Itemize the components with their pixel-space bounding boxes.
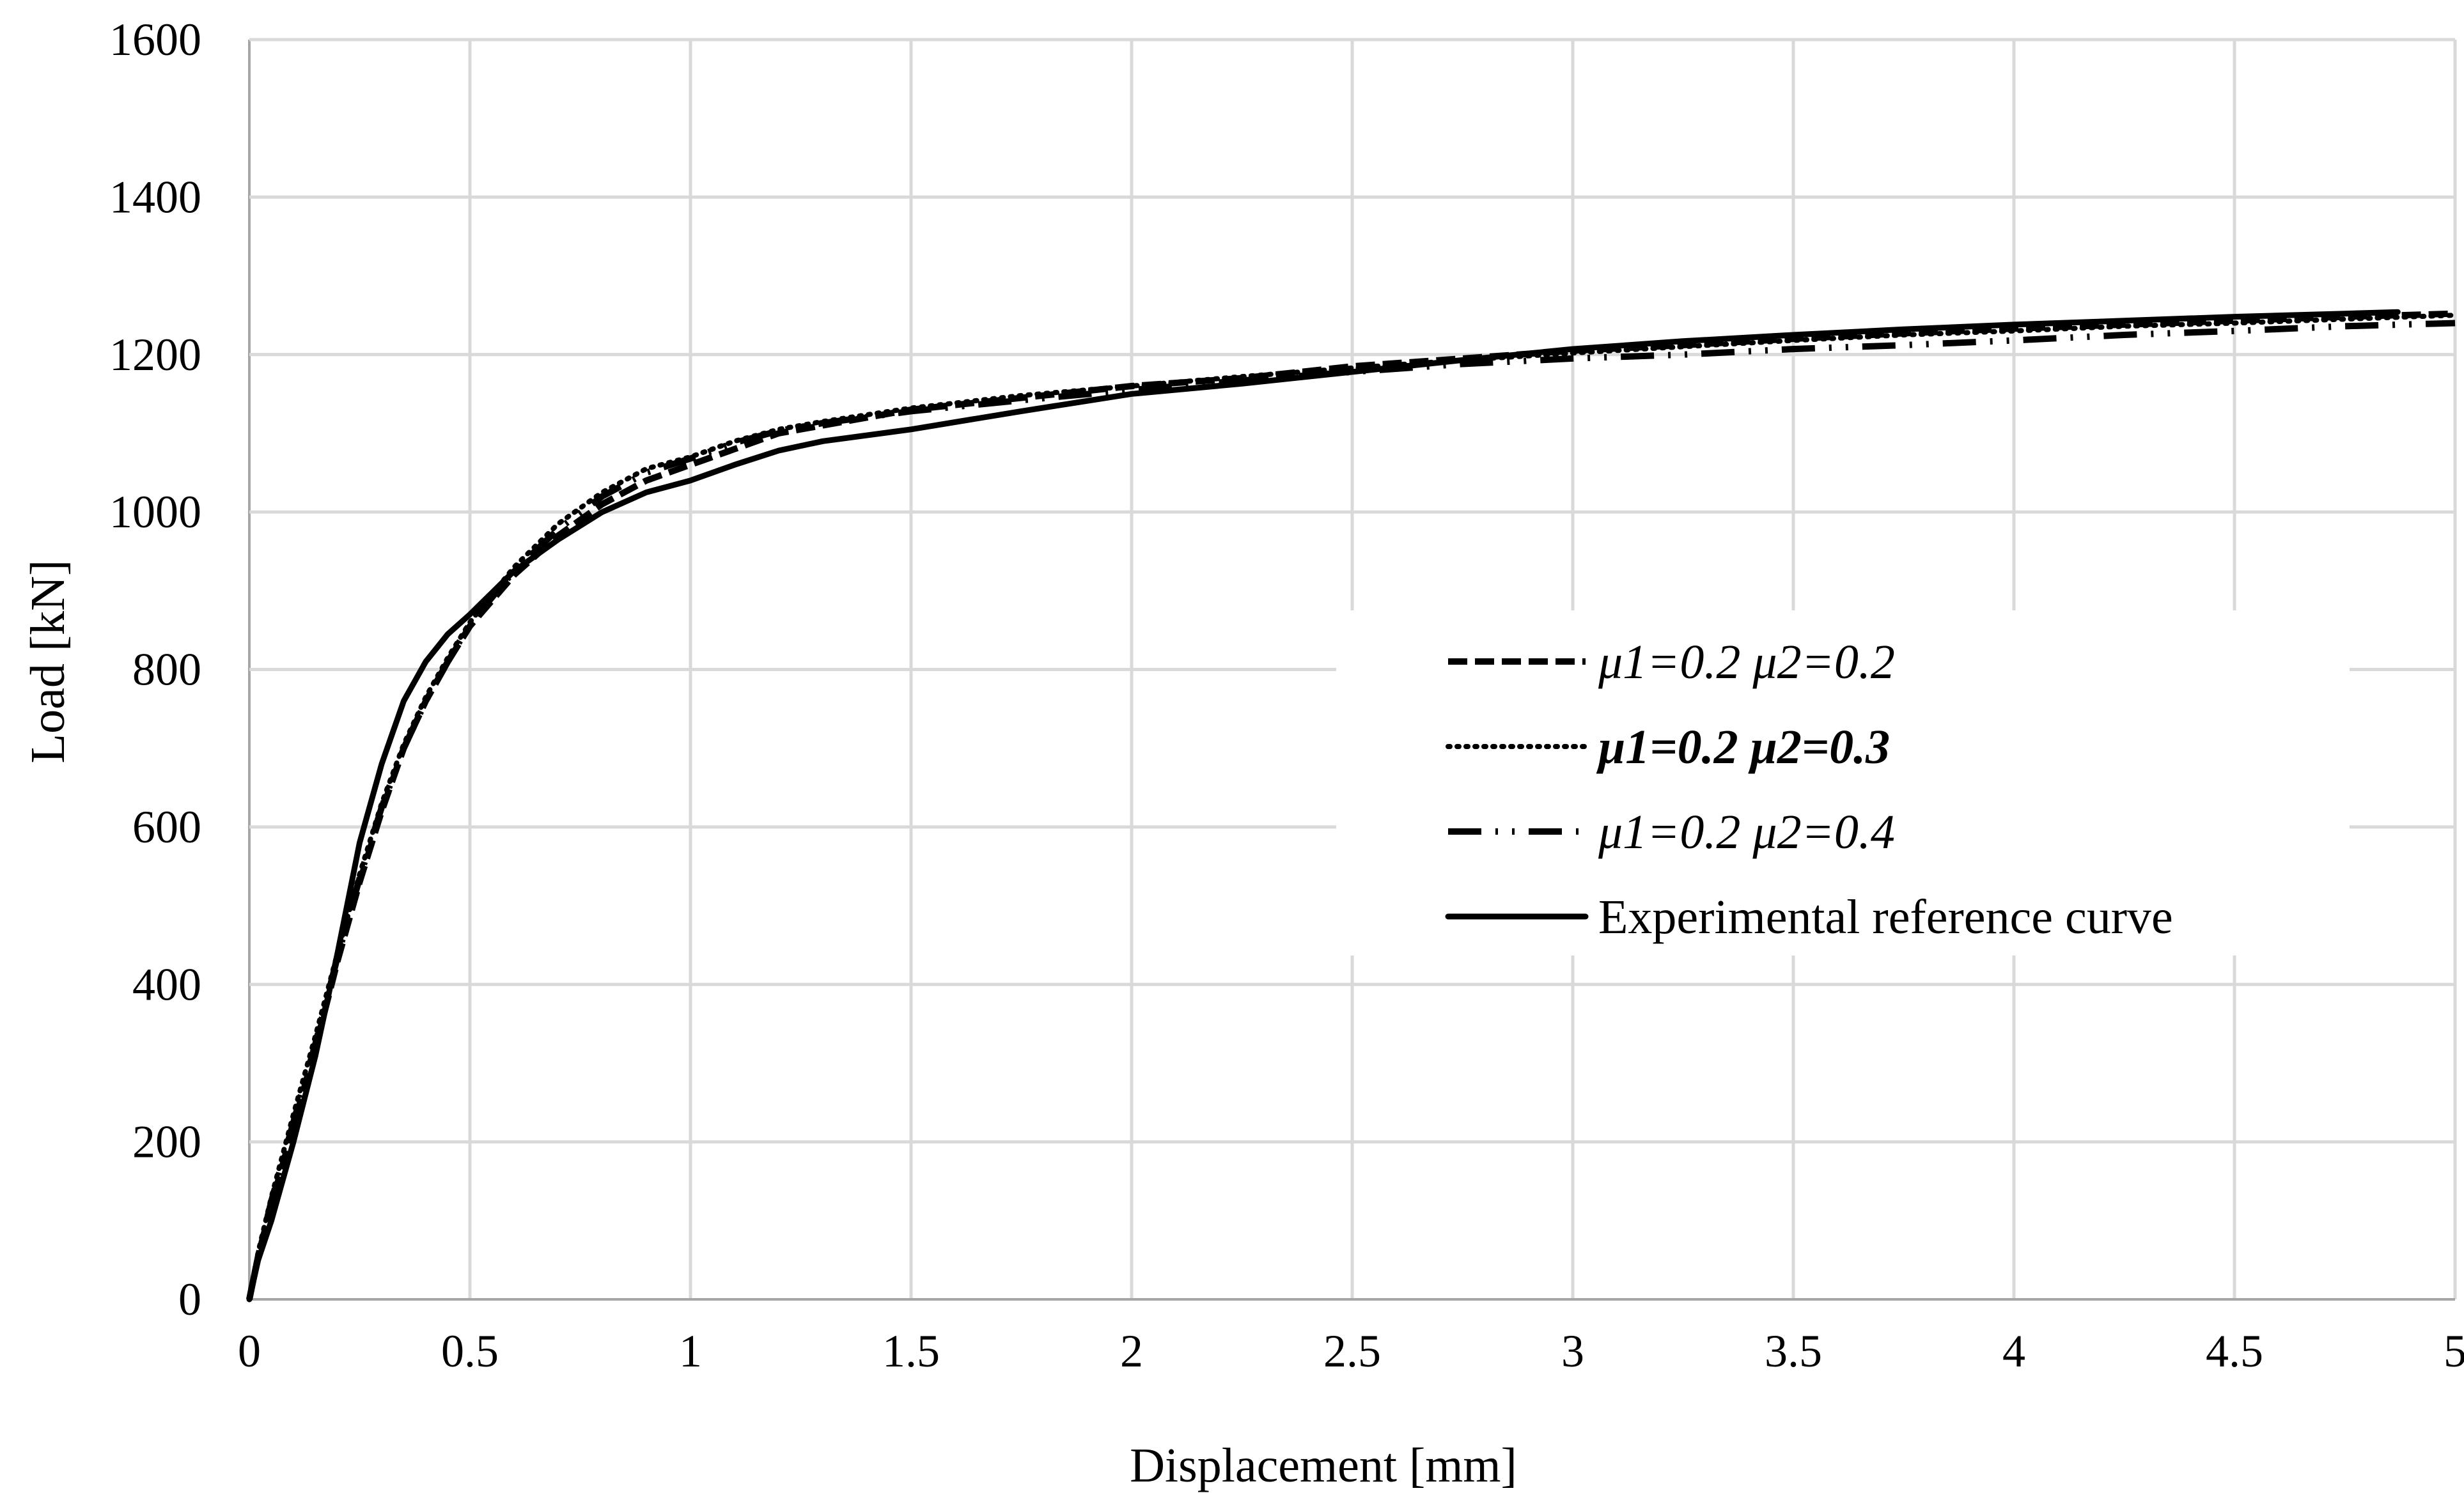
x-axis-title: Displacement [mm] (1130, 1439, 1517, 1492)
legend-label-3: μ1=0.2 μ2=0.4 (1598, 805, 1895, 859)
tick-labels: 0 0.5 1 1.5 2 2.5 3 3.5 4 4.5 5 0 200 400 600 800 1000 12… (109, 14, 2464, 1377)
x-tick-label: 1.5 (882, 1326, 940, 1377)
x-tick-label: 5 (2444, 1326, 2464, 1377)
y-tick-label: 200 (132, 1117, 201, 1168)
legend: μ1=0.2 μ2=0.2 μ1=0.2 μ2=0.3 μ1=0.2 μ2=0.4 E… (1336, 610, 2350, 956)
y-tick-label: 1400 (109, 171, 201, 222)
y-axis-title: Load [kN] (21, 560, 75, 764)
x-tick-label: 4.5 (2206, 1326, 2263, 1377)
x-tick-label: 0.5 (441, 1326, 499, 1377)
series-line-3 (246, 320, 2456, 1300)
x-tick-label: 3 (1561, 1326, 1584, 1377)
x-tick-label: 2 (1120, 1326, 1143, 1377)
y-tick-label: 1000 (109, 486, 201, 538)
y-tick-label: 0 (178, 1274, 201, 1325)
legend-background (1336, 610, 2350, 956)
x-tick-label: 3.5 (1765, 1326, 1822, 1377)
y-tick-label: 800 (132, 644, 201, 695)
series-lines (246, 309, 2458, 1303)
x-tick-label: 4 (2002, 1326, 2025, 1377)
x-tick-label: 2.5 (1323, 1326, 1381, 1377)
x-tick-label: 1 (679, 1326, 702, 1377)
legend-label-4: Experimental reference curve (1598, 890, 2173, 944)
series-line-4 (246, 309, 2401, 1303)
x-tick-label: 0 (238, 1326, 261, 1377)
y-tick-label: 400 (132, 959, 201, 1010)
y-tick-label: 1600 (109, 14, 201, 65)
legend-label-2: μ1=0.2 μ2=0.3 (1596, 720, 1890, 774)
legend-label-1: μ1=0.2 μ2=0.2 (1598, 635, 1895, 689)
y-tick-label: 600 (132, 801, 201, 853)
y-tick-label: 1200 (109, 329, 201, 380)
